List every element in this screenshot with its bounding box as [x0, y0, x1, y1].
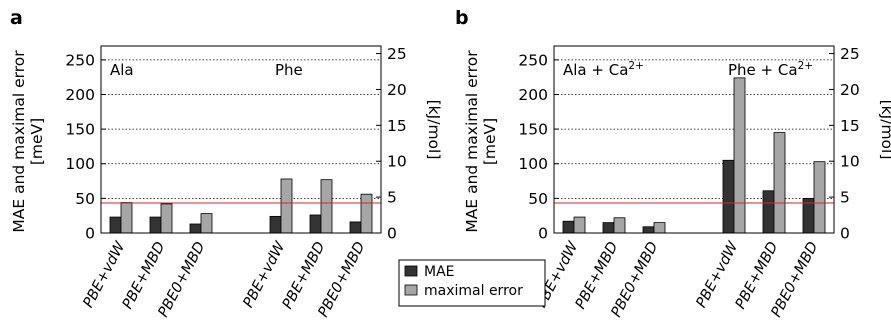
y-tick-label: 100	[65, 155, 95, 173]
bar-max-error	[120, 202, 133, 234]
legend-label: maximal error	[424, 283, 523, 299]
y-tick-label: 0	[85, 225, 95, 243]
group-label: Phe	[275, 61, 303, 79]
group-label-superscript: 2+	[628, 60, 643, 72]
group-label: Ala	[110, 61, 134, 79]
bar-mae	[562, 220, 575, 234]
group-label: Phe + Ca2+	[728, 60, 813, 79]
bar-mae	[642, 226, 655, 234]
bar-max-error	[773, 132, 786, 234]
y-tick-label: 250	[518, 51, 548, 69]
legend-box	[398, 259, 546, 307]
y-tick-label: 50	[528, 190, 548, 208]
y-axis-label: MAE and maximal error[meV]	[463, 50, 499, 233]
y-tick-label: 150	[518, 121, 548, 139]
y2-axis-label: [kJ/mol]	[425, 100, 443, 160]
bar-max-error	[653, 222, 666, 234]
panel-a: aPBE+vdWPBE+MBDPBE0+MBDAlaPBE+vdWPBE+MBD…	[10, 7, 443, 320]
y2-tick-label: 10	[840, 153, 860, 171]
y2-tick-label: 20	[387, 81, 407, 99]
bar-max-error	[733, 77, 746, 234]
group-label: Ala + Ca2+	[563, 60, 644, 79]
panel-letter: a	[10, 7, 23, 29]
y2-tick-label: 25	[840, 45, 860, 63]
bar-mae	[602, 222, 615, 234]
bar-max-error	[573, 216, 586, 234]
y2-tick-label: 20	[840, 81, 860, 99]
bar-max-error	[200, 213, 213, 234]
bar-max-error	[813, 161, 826, 234]
y2-tick-label: 5	[387, 189, 397, 207]
bar-mae	[189, 223, 202, 234]
y2-tick-label: 0	[840, 225, 850, 243]
panel-letter: b	[455, 7, 469, 29]
bar-mae	[762, 190, 775, 234]
y-tick-label: 150	[65, 121, 95, 139]
bar-mae	[309, 214, 322, 234]
y2-tick-label: 0	[387, 225, 397, 243]
bar-mae	[269, 215, 282, 234]
group-label-text: Ala + Ca	[563, 61, 628, 79]
y-tick-label: 200	[518, 86, 548, 104]
y-axis-label-line1: MAE and maximal error	[463, 50, 481, 233]
plot-frame	[100, 45, 382, 234]
legend-swatch-max-error	[404, 284, 418, 296]
y-tick-label: 0	[538, 225, 548, 243]
y2-tick-label: 15	[387, 117, 407, 135]
bar-mae	[802, 197, 815, 234]
y-axis-label: MAE and maximal error[meV]	[10, 50, 46, 233]
legend: MAE maximal error	[398, 259, 546, 307]
bar-max-error	[320, 179, 333, 234]
bar-mae	[722, 159, 735, 234]
y-tick-label: 100	[518, 155, 548, 173]
y2-tick-label: 15	[840, 117, 860, 135]
bar-max-error	[360, 193, 373, 234]
y-axis-label-line1: MAE and maximal error	[10, 50, 28, 233]
y-tick-label: 200	[65, 86, 95, 104]
y2-tick-label: 10	[387, 153, 407, 171]
group-label-text: Phe	[275, 61, 303, 79]
bar-mae	[149, 216, 162, 234]
group-label-superscript: 2+	[798, 60, 813, 72]
bar-max-error	[280, 178, 293, 234]
plot-frame	[553, 45, 835, 234]
legend-swatch-mae	[404, 265, 418, 277]
y2-axis-label: [kJ/mol]	[878, 100, 891, 160]
y-axis-label-line2: [meV]	[481, 118, 499, 165]
bar-max-error	[613, 217, 626, 234]
bar-mae	[109, 216, 122, 234]
bar-mae	[349, 221, 362, 234]
y-tick-label: 250	[65, 51, 95, 69]
y2-tick-label: 5	[840, 189, 850, 207]
legend-label: MAE	[424, 264, 455, 280]
group-label-text: Ala	[110, 61, 134, 79]
group-label-text: Phe + Ca	[728, 61, 798, 79]
y-axis-label-line2: [meV]	[28, 118, 46, 165]
bar-max-error	[160, 203, 173, 234]
y2-tick-label: 25	[387, 45, 407, 63]
y-tick-label: 50	[75, 190, 95, 208]
